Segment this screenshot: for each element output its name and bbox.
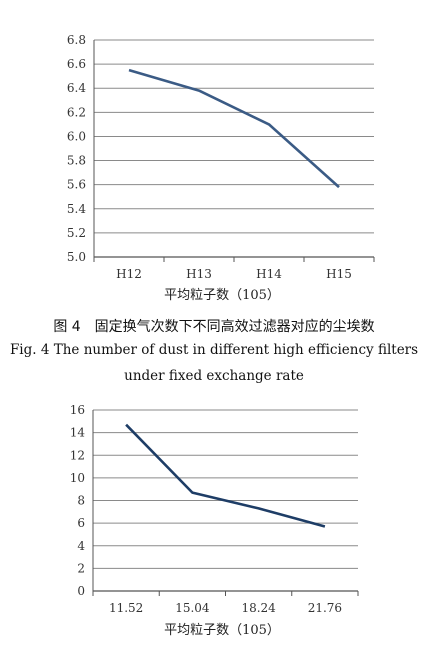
chart-particle-dust: 0 2 4 6 8 10 12 14 16 11.52 15.04 18.24 21.76 平均粒子数… <box>70 403 359 638</box>
chart1-x-tick-label: H13 <box>186 267 212 281</box>
figure-caption-cn: 图 4 固定换气次数下不同高效过滤器对应的尘埃数 <box>53 319 375 335</box>
chart1-x-tick-label: H14 <box>256 267 282 281</box>
figure-caption-en-line1: Fig. 4 The number of dust in different h… <box>9 342 419 358</box>
chart1-axes <box>93 40 375 262</box>
chart1-y-ticks: 5.0 5.2 5.4 5.6 5.8 6.0 6.2 6.4 6.6 6.8 <box>67 33 86 264</box>
chart1-x-tick-label: H15 <box>326 267 352 281</box>
chart2-y-tick-label: 6 <box>77 516 85 530</box>
chart2-x-axis-label: 平均粒子数（105） <box>164 623 280 638</box>
chart1-x-tick-label: H12 <box>116 267 142 281</box>
chart2-x-ticks: 11.52 15.04 18.24 21.76 <box>109 601 342 615</box>
chart2-x-tick-label: 21.76 <box>308 601 342 615</box>
chart2-x-tick-label: 18.24 <box>241 601 276 615</box>
chart1-y-tick-label: 5.4 <box>67 202 86 216</box>
chart1-y-tick-label: 6.4 <box>67 81 86 95</box>
chart2-y-tick-label: 12 <box>70 448 85 462</box>
chart2-axes <box>92 410 359 596</box>
chart1-y-tick-label: 6.8 <box>67 33 86 47</box>
chart1-grid <box>94 39 374 258</box>
chart2-y-tick-label: 10 <box>70 471 85 485</box>
chart2-x-tick-label: 15.04 <box>175 601 210 615</box>
chart1-y-tick-label: 5.6 <box>67 178 86 192</box>
chart2-y-tick-label: 4 <box>77 539 85 553</box>
chart1-series-line <box>128 68 340 189</box>
chart1-x-ticks: H12 H13 H14 H15 <box>116 267 352 281</box>
chart2-y-tick-label: 0 <box>77 584 85 598</box>
chart2-y-tick-label: 16 <box>70 403 85 417</box>
chart2-series-line <box>125 423 326 528</box>
chart1-y-tick-label: 5.2 <box>67 226 86 240</box>
chart2-y-ticks: 0 2 4 6 8 10 12 14 16 <box>70 403 86 598</box>
chart2-y-tick-label: 14 <box>70 426 86 440</box>
chart2-y-tick-label: 8 <box>77 494 85 508</box>
chart1-y-tick-label: 6.2 <box>67 105 86 119</box>
chart1-x-axis-label: 平均粒子数（105） <box>164 288 280 303</box>
chart1-y-tick-label: 6.0 <box>67 129 86 143</box>
chart-filter-dust: 5.0 5.2 5.4 5.6 5.8 6.0 6.2 6.4 6.6 6.8 H12 H13 H14… <box>67 33 375 303</box>
figure-caption-en-line2: under fixed exchange rate <box>124 368 304 384</box>
chart2-x-tick-label: 11.52 <box>109 601 143 615</box>
chart2-y-tick-label: 2 <box>77 561 85 575</box>
chart1-y-tick-label: 5.0 <box>67 250 86 264</box>
chart1-y-tick-label: 6.6 <box>67 57 86 71</box>
chart1-y-tick-label: 5.8 <box>67 154 86 168</box>
